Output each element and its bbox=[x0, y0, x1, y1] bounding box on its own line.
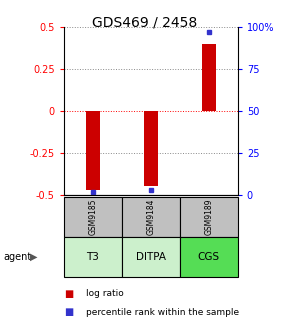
Text: log ratio: log ratio bbox=[86, 290, 123, 298]
Text: ▶: ▶ bbox=[30, 252, 37, 262]
Text: agent: agent bbox=[3, 252, 31, 262]
Bar bbox=[144, 111, 158, 186]
Text: CGS: CGS bbox=[198, 252, 220, 262]
Text: GDS469 / 2458: GDS469 / 2458 bbox=[93, 15, 197, 29]
Text: ■: ■ bbox=[64, 307, 73, 318]
Text: T3: T3 bbox=[86, 252, 99, 262]
Bar bbox=[86, 111, 100, 190]
Text: percentile rank within the sample: percentile rank within the sample bbox=[86, 308, 239, 317]
Bar bbox=[202, 44, 216, 111]
Text: ■: ■ bbox=[64, 289, 73, 299]
Text: GSM9189: GSM9189 bbox=[204, 199, 213, 235]
Text: DITPA: DITPA bbox=[136, 252, 166, 262]
Text: GSM9184: GSM9184 bbox=[146, 199, 155, 235]
Text: GSM9185: GSM9185 bbox=[88, 199, 97, 235]
